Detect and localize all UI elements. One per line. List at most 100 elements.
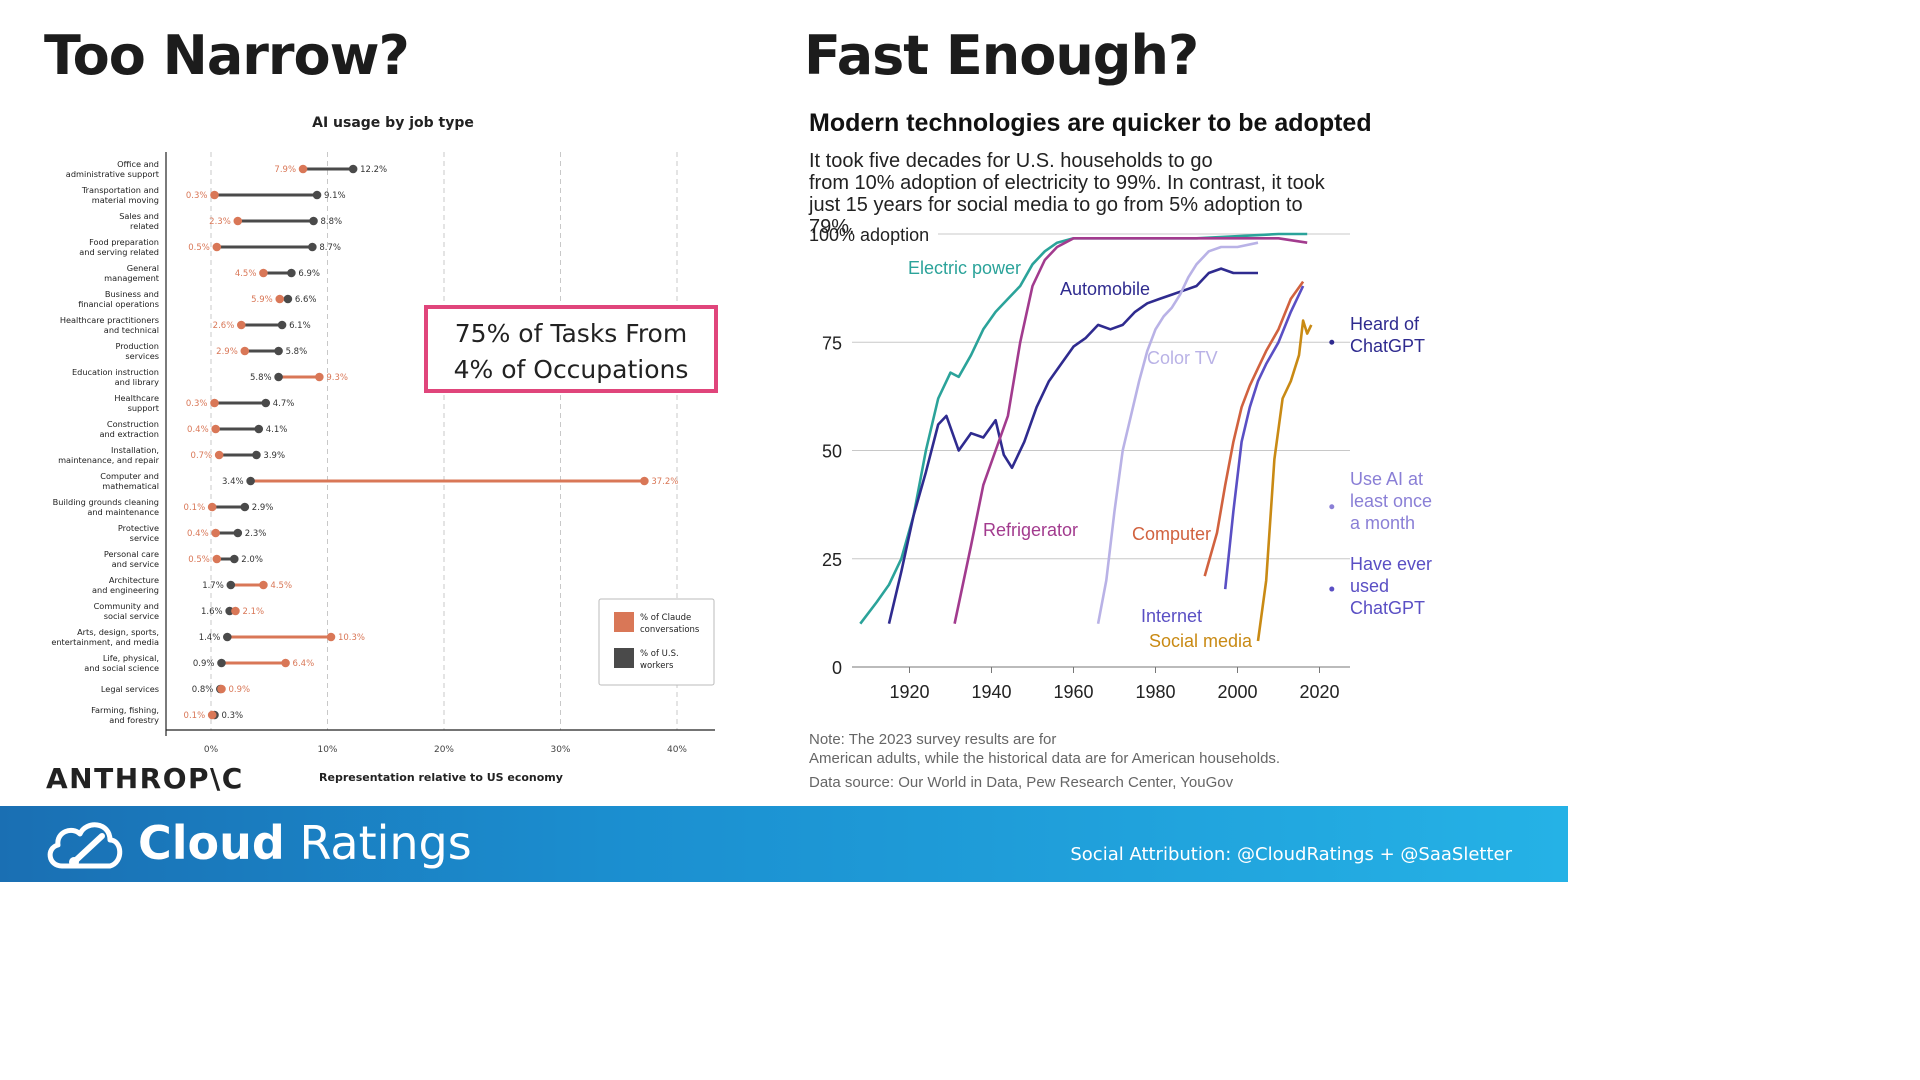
legend-label: % of U.S. workers [640,649,679,671]
worker-value-label: 4.7% [273,399,295,409]
worker-dot [287,268,296,278]
adoption-chart: Modern technologies are quicker to be ad… [808,109,1432,791]
survey-label: Heard of ChatGPT [1350,314,1425,356]
survey-marker [1329,504,1335,510]
category-label: General management [104,263,160,283]
worker-dot [252,450,261,460]
claude-value-label: 0.7% [191,451,213,461]
left-heading: Too Narrow? [44,24,410,87]
worker-dot [261,398,271,408]
anthropic-logo: ANTHROP\C [46,762,244,795]
worker-value-label: 0.3% [221,711,243,721]
worker-value-label: 4.1% [266,425,288,435]
x-tick-label: 1980 [1135,682,1175,702]
category-label: Farming, fishing, and forestry [91,705,159,725]
y-tick-label: 100% adoption [809,225,929,245]
claude-dot [211,528,220,538]
worker-value-label: 2.9% [252,503,274,513]
worker-value-label: 6.1% [289,321,311,331]
category-label: Construction and extraction [99,419,159,439]
series-line [887,267,1258,624]
y-tick-label: 50 [822,442,842,462]
claude-dot [259,580,268,590]
series-label: Color TV [1147,348,1218,368]
worker-dot [233,528,243,538]
brand-name: Cloud Ratings [138,816,472,870]
claude-value-label: 0.4% [187,425,209,435]
worker-value-label: 5.8% [250,373,272,383]
worker-dot [223,632,232,642]
claude-dot [214,450,224,460]
claude-value-label: 0.5% [188,555,210,565]
x-tick-label: 1920 [889,682,929,702]
worker-dot [283,294,293,304]
category-label: Office and administrative support [66,159,160,179]
y-tick-label: 75 [822,333,842,353]
worker-dot [226,580,236,590]
category-label: Business and financial operations [78,289,159,309]
claude-dot [207,710,217,720]
survey-marker [1329,586,1335,592]
category-label: Protective service [118,523,159,543]
claude-value-label: 0.1% [184,711,206,721]
category-label: Life, physical, and social science [84,653,159,673]
series-line [953,237,1308,624]
claude-dot [217,684,226,694]
legend-box [598,598,715,686]
series-line [1203,280,1305,577]
claude-value-label: 4.5% [270,581,292,591]
worker-dot [240,502,250,512]
claude-value-label: 2.1% [242,607,264,617]
claude-value-label: 9.3% [326,373,348,383]
series-line [1096,241,1259,624]
social-attribution: Social Attribution: @CloudRatings + @Saa… [1070,844,1512,865]
worker-value-label: 8.7% [319,243,341,253]
claude-value-label: 5.9% [251,295,273,305]
chart-source: Data source: Our World in Data, Pew Rese… [809,774,1234,791]
category-label: Personal care and service [104,549,159,569]
series-label: Automobile [1060,279,1150,299]
category-label: Healthcare support [114,393,159,413]
claude-dot [315,372,324,382]
category-label: Computer and mathematical [100,471,159,491]
x-tick-label: 0% [204,745,219,755]
series-line [1223,285,1305,590]
chart-title: Modern technologies are quicker to be ad… [809,109,1372,137]
x-tick-label: 40% [667,745,687,755]
legend-swatch [614,648,634,668]
worker-value-label: 6.6% [295,295,317,305]
claude-dot [240,346,250,356]
category-label: Legal services [101,684,159,694]
survey-label: Use AI at least once a month [1350,469,1432,533]
worker-dot [230,554,239,564]
claude-value-label: 2.3% [209,217,231,227]
worker-value-label: 0.9% [193,659,215,669]
worker-dot [254,424,264,434]
claude-value-label: 0.1% [184,503,206,513]
y-tick-label: 0 [832,658,842,678]
worker-value-label: 0.8% [192,685,214,695]
worker-value-label: 12.2% [360,165,387,175]
category-label: Installation, maintenance, and repair [58,445,160,465]
worker-dot [312,190,322,200]
claude-value-label: 0.4% [187,529,209,539]
claude-value-label: 2.6% [213,321,235,331]
chart-title: AI usage by job type [312,115,474,131]
x-tick-label: 2000 [1217,682,1257,702]
claude-dot [233,216,243,226]
series-label: Computer [1132,524,1211,544]
worker-dot [274,346,283,356]
callout-box: 75% of Tasks From 4% of Occupations [424,305,718,393]
callout-line-2: 4% of Occupations [453,355,689,384]
x-tick-label: 1960 [1053,682,1093,702]
claude-dot [212,242,222,252]
y-tick-label: 25 [822,550,842,570]
worker-value-label: 2.3% [245,529,267,539]
series-label: Electric power [908,258,1021,278]
series-line [1256,319,1313,642]
claude-dot [212,554,222,564]
legend-label: % of Claude conversations [640,613,700,635]
worker-dot [308,242,317,252]
claude-value-label: 7.9% [274,165,296,175]
worker-value-label: 9.1% [324,191,346,201]
